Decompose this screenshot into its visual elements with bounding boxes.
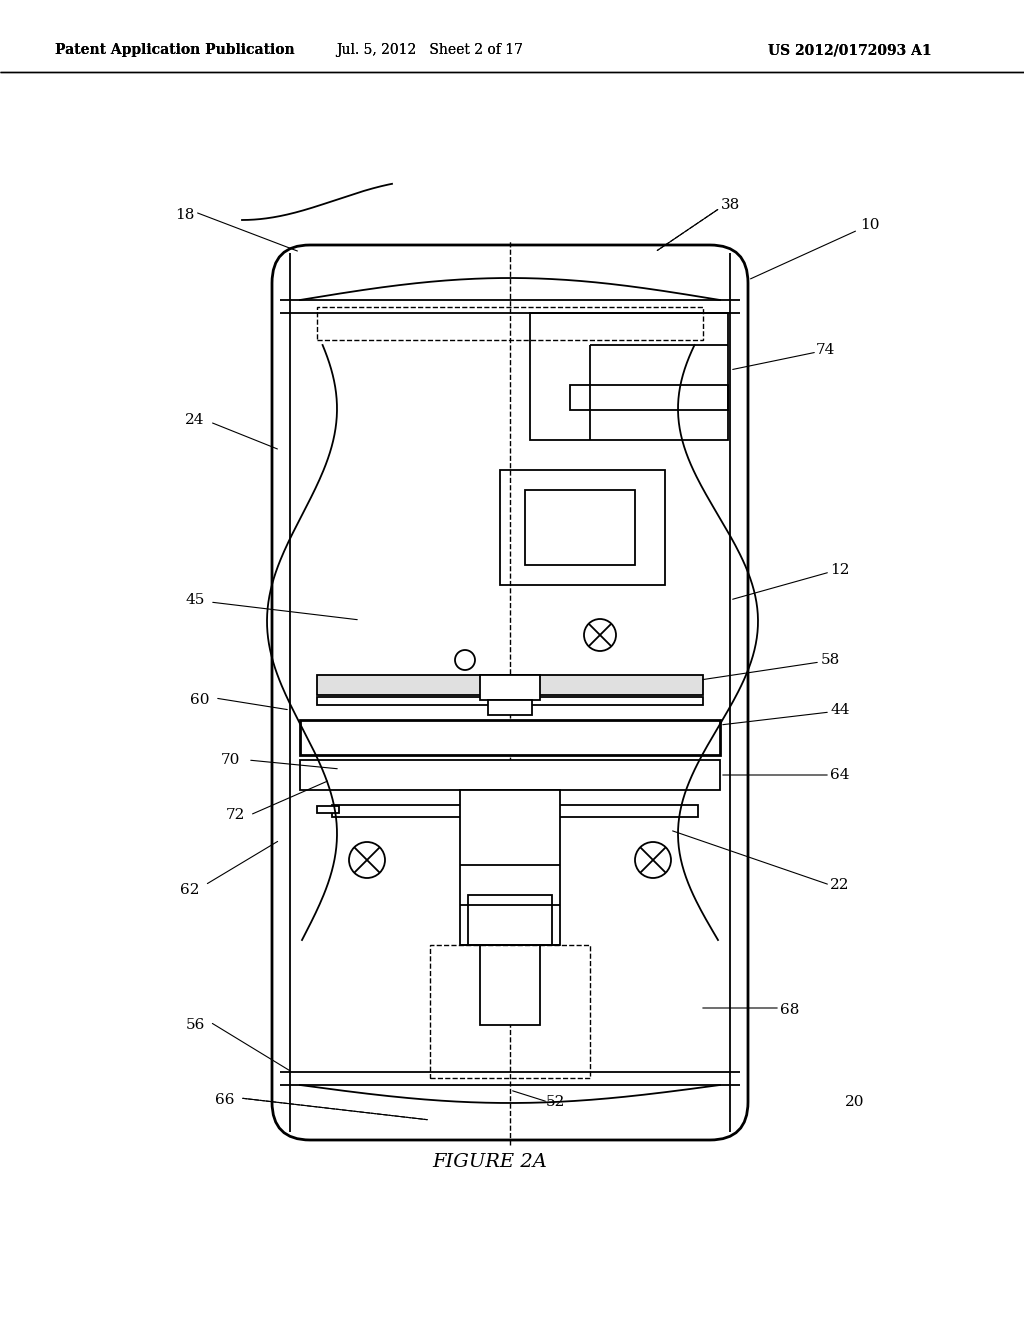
Text: Patent Application Publication: Patent Application Publication <box>55 44 295 57</box>
Bar <box>300 760 720 789</box>
Bar <box>460 789 560 945</box>
Text: 62: 62 <box>180 883 200 898</box>
Text: 64: 64 <box>830 768 850 781</box>
Bar <box>430 945 590 1078</box>
Text: 68: 68 <box>780 1003 800 1016</box>
Bar <box>488 700 532 715</box>
Bar <box>570 385 728 411</box>
Text: 20: 20 <box>845 1096 864 1109</box>
Text: US 2012/0172093 A1: US 2012/0172093 A1 <box>768 44 932 57</box>
Text: 72: 72 <box>225 808 245 822</box>
Text: 74: 74 <box>815 343 835 356</box>
Bar <box>317 697 703 705</box>
Text: 10: 10 <box>860 218 880 232</box>
Text: 18: 18 <box>175 209 195 222</box>
Text: 45: 45 <box>185 593 205 607</box>
Bar <box>480 945 540 1026</box>
Bar <box>332 805 698 817</box>
FancyBboxPatch shape <box>272 246 748 1140</box>
Bar <box>317 308 703 341</box>
Bar <box>530 313 728 440</box>
Bar <box>525 490 635 565</box>
Text: 38: 38 <box>720 198 739 213</box>
Bar <box>317 807 339 813</box>
Text: FIGURE 2A: FIGURE 2A <box>432 1152 548 1171</box>
Text: 70: 70 <box>220 752 240 767</box>
Bar <box>500 470 665 585</box>
Bar <box>480 675 540 700</box>
Text: 58: 58 <box>820 653 840 667</box>
Text: Jul. 5, 2012   Sheet 2 of 17: Jul. 5, 2012 Sheet 2 of 17 <box>337 44 523 57</box>
Text: US 2012/0172093 A1: US 2012/0172093 A1 <box>768 44 932 57</box>
Text: Jul. 5, 2012   Sheet 2 of 17: Jul. 5, 2012 Sheet 2 of 17 <box>337 44 523 57</box>
Bar <box>300 719 720 755</box>
Text: 66: 66 <box>215 1093 234 1107</box>
Text: 24: 24 <box>185 413 205 426</box>
Bar <box>468 895 552 945</box>
Text: Patent Application Publication: Patent Application Publication <box>55 44 295 57</box>
Text: 22: 22 <box>830 878 850 892</box>
Text: 52: 52 <box>546 1096 564 1109</box>
Text: 60: 60 <box>190 693 210 708</box>
Bar <box>317 675 703 696</box>
Text: 12: 12 <box>830 564 850 577</box>
Text: 44: 44 <box>830 704 850 717</box>
Text: 56: 56 <box>185 1018 205 1032</box>
